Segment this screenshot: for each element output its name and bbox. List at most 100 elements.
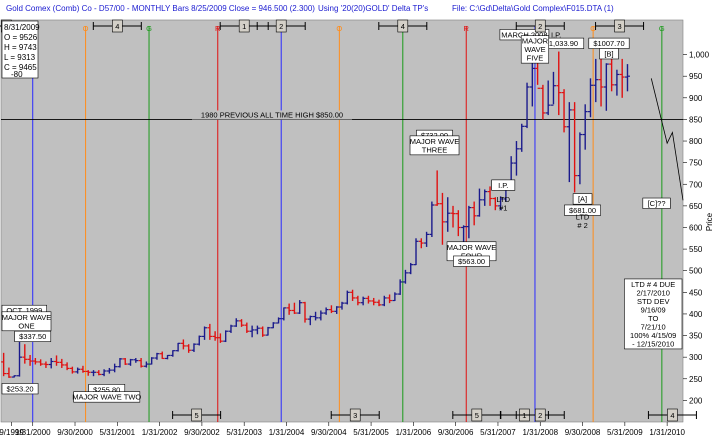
y-tick-label: 550	[689, 245, 703, 254]
projection-path-group	[650, 78, 684, 201]
ohlc-bar	[582, 104, 588, 150]
ohlc-bar	[614, 69, 620, 96]
ohlc-bar	[439, 192, 445, 245]
ohlc-bar	[450, 205, 456, 228]
annotation-text: LTD	[496, 195, 510, 204]
ohlc-bar	[138, 358, 144, 368]
x-tick-label: 1/31/2004	[269, 428, 305, 437]
ohlc-bar	[249, 325, 255, 338]
ohlc-bar	[587, 78, 593, 118]
ohlc-bar	[566, 102, 572, 183]
ohlc-bar	[180, 339, 186, 350]
cycle-line-letter: R	[215, 24, 221, 33]
ohlc-bar	[270, 322, 276, 329]
annotation-c: [C]??	[642, 197, 671, 209]
y-tick-label: 600	[689, 223, 703, 232]
ohlc-bar	[17, 340, 23, 377]
annotation-p681: $681.00	[564, 204, 601, 216]
annotation-text: LTD # 4 DUE	[631, 280, 675, 289]
ohlc-bar	[476, 188, 482, 217]
annotation-box	[73, 391, 141, 403]
top-marker: 2	[256, 19, 306, 33]
annotation-box	[409, 135, 460, 156]
ohlc-bar	[11, 375, 17, 378]
y-tick-label: 450	[689, 288, 703, 297]
marker-label: 2	[538, 411, 542, 420]
ohlc-bar	[223, 330, 229, 343]
ohlc-bar	[128, 358, 134, 366]
ohlc-bar	[619, 58, 625, 98]
bottom-marker: 4	[647, 408, 697, 422]
ohlc-close: C = 9465	[4, 63, 37, 72]
y-axis-label: Price	[705, 212, 714, 231]
ohlc-bar	[170, 350, 176, 357]
y-tick-label: 850	[689, 115, 703, 124]
marker-label: 1	[242, 22, 246, 31]
ohlc-bar	[461, 225, 467, 244]
ohlc-bar	[418, 238, 424, 249]
annotation-mw2: MAJOR WAVE TWO	[72, 391, 141, 403]
annotation-text: 7/21/10	[641, 322, 666, 331]
marker-box	[275, 19, 287, 33]
reference-line-label: 1980 PREVIOUS ALL TIME HIGH $850.00	[201, 110, 343, 119]
marker-box	[534, 408, 546, 422]
x-tick-label: 9/1999	[0, 428, 24, 437]
x-tick-label: 1/31/2000	[15, 428, 51, 437]
ohlc-bar	[48, 358, 54, 369]
cycle-line-letter: G	[659, 24, 665, 33]
y-tick-label: 200	[689, 396, 703, 405]
ohlc-bar	[397, 279, 403, 295]
ohlc-bar	[122, 358, 128, 365]
top-marker: 4	[378, 19, 428, 33]
annotation-box	[1, 311, 52, 332]
ohlc-bar	[43, 361, 49, 368]
ohlc-bar	[487, 186, 493, 206]
ohlc-bar	[408, 262, 414, 275]
annotation-text: # 2	[577, 221, 587, 230]
ohlc-bar	[1, 352, 7, 377]
annotation-box	[453, 255, 490, 267]
annotation-text: $255.80	[93, 385, 120, 394]
ohlc-bar	[402, 269, 408, 284]
top-marker: 3	[595, 19, 645, 33]
x-tick-label: 1/31/2010	[649, 428, 685, 437]
cycle-line-letter: G	[146, 24, 152, 33]
ohlc-bar	[498, 196, 504, 211]
ohlc-bar	[445, 197, 451, 232]
ohlc-bar	[545, 80, 551, 116]
x-tick-label: 9/30/2004	[311, 428, 347, 437]
annotation-text: $337.50	[19, 332, 46, 341]
y-tick-label: 350	[689, 332, 703, 341]
ohlc-bar	[556, 51, 562, 116]
ohlc-bar	[513, 141, 519, 176]
ohlc-bar	[196, 335, 202, 346]
annotation-text: THREE	[422, 145, 447, 154]
x-tick-label: 1/31/2002	[142, 428, 178, 437]
annotation-text: WAVE	[524, 45, 545, 54]
ohlc-bar	[387, 294, 393, 304]
marker-label: 3	[353, 411, 357, 420]
annotation-box	[14, 330, 52, 342]
ohlc-bar	[59, 358, 65, 368]
x-tick-label: 5/31/2009	[607, 428, 643, 437]
annotation-p10077: $1007.70	[588, 37, 630, 49]
annotation-a: [A]	[572, 193, 593, 205]
marker-label: 5	[475, 411, 479, 420]
annotation-text: - 12/15/2010	[632, 339, 674, 348]
ohlc-bar	[186, 344, 192, 353]
ohlc-bar	[75, 367, 81, 374]
ohlc-bar	[609, 58, 615, 92]
marker-label: 3	[617, 22, 621, 31]
ohlc-bar	[350, 289, 356, 301]
bottom-marker: 5	[172, 408, 222, 422]
ohlc-bar	[54, 355, 60, 366]
annotation-box	[491, 179, 516, 191]
annotation-box	[520, 35, 550, 64]
bottom-marker: 3	[330, 408, 380, 422]
annotation-text: MAJOR WAVE	[447, 243, 497, 252]
y-axis: 200 250 300 350 400 450 500 550 600 650 700 750 800 8…	[683, 51, 710, 405]
